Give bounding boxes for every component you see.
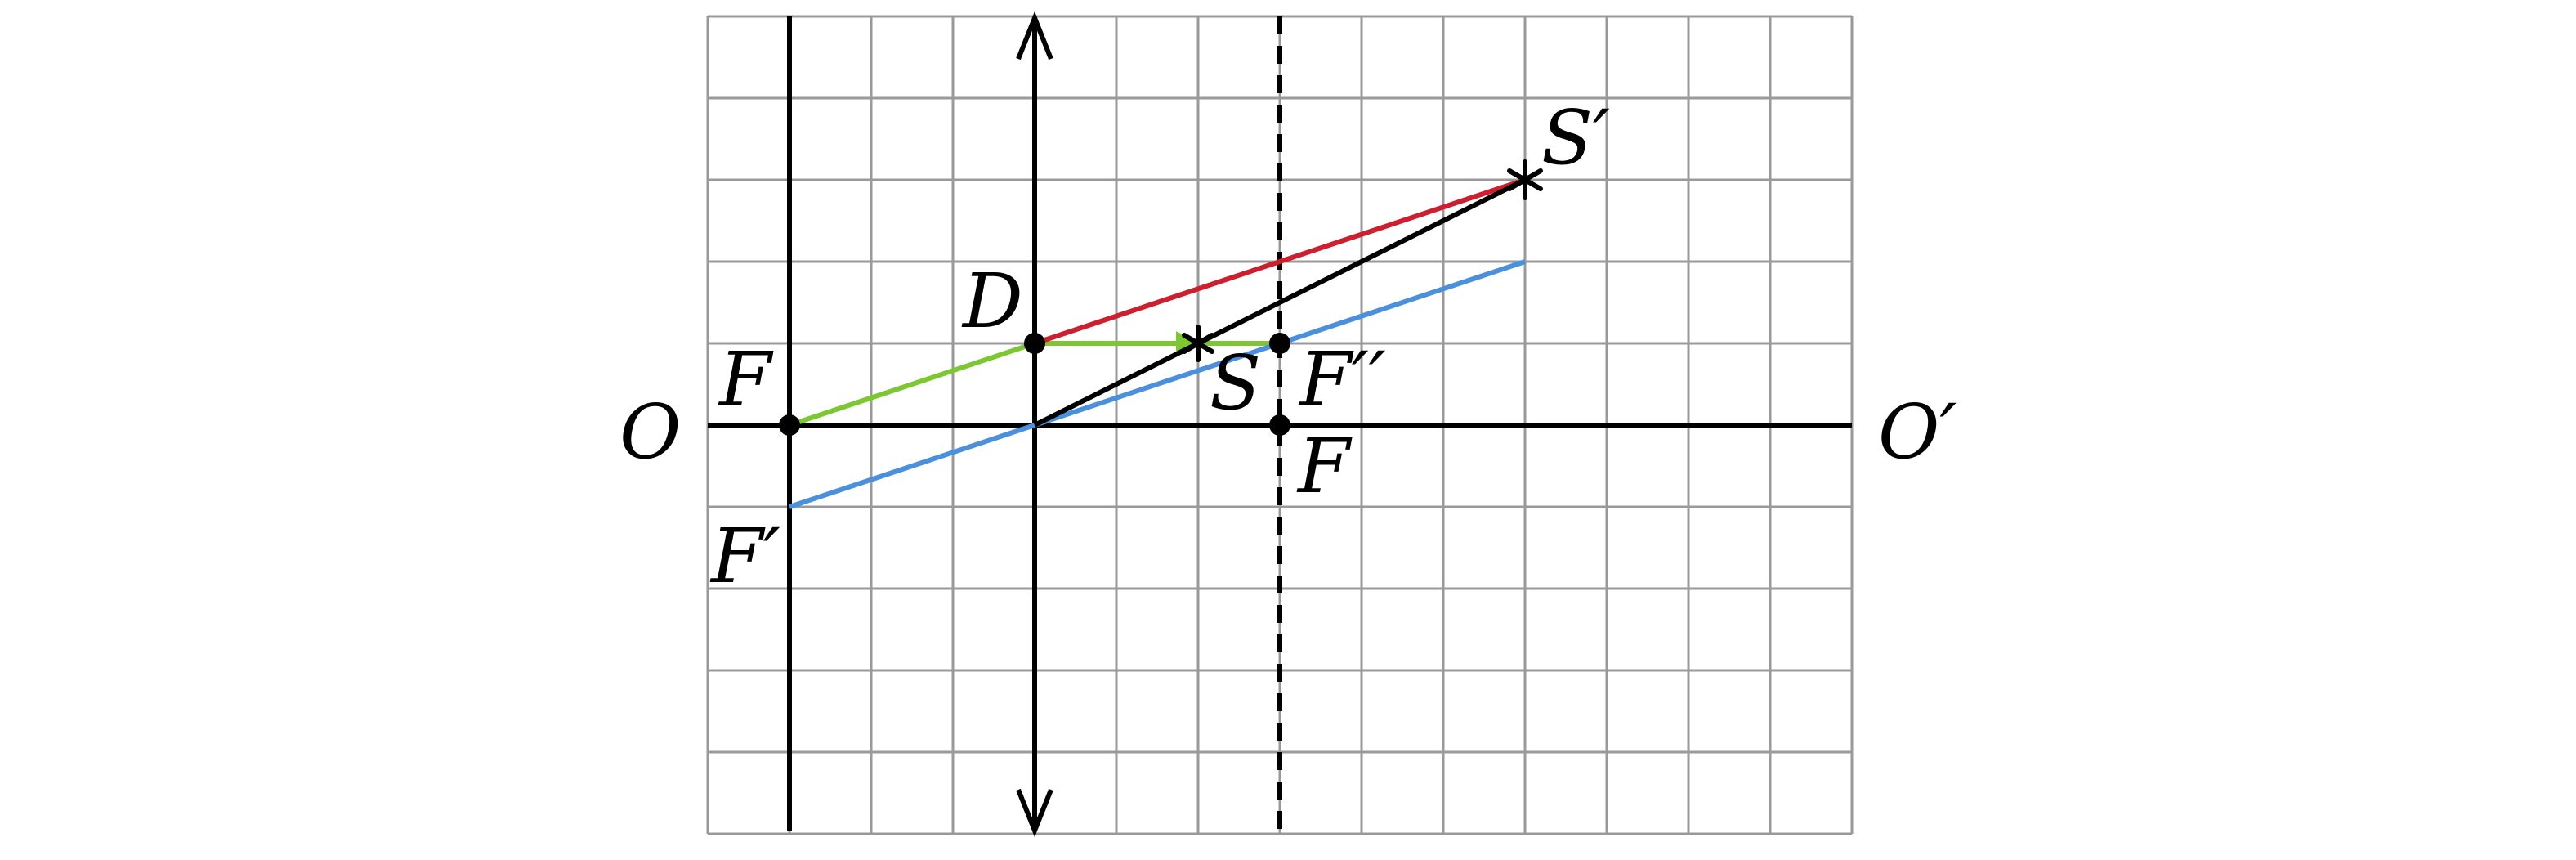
label-point-d: D (961, 258, 1023, 345)
label-image: S′ (1541, 94, 1610, 181)
label-source: S (1210, 339, 1261, 427)
label-axis-left: O (619, 388, 681, 476)
focus-right-point (1269, 414, 1290, 436)
point-d (1024, 333, 1045, 354)
label-focus-double-prime: F′′ (1298, 336, 1386, 423)
label-focus-prime: F′ (709, 513, 780, 600)
focus-left-point (779, 414, 800, 436)
label-axis-right: O′ (1878, 388, 1957, 476)
black-ray (1033, 177, 1527, 428)
label-focus-left: F (718, 336, 774, 423)
source-star-marker (1182, 325, 1214, 362)
focus-double-prime-point (1269, 333, 1290, 354)
blue-ray (789, 259, 1526, 509)
label-focus-right: F (1296, 423, 1353, 510)
image-star-marker (1507, 159, 1543, 200)
red-ray (1034, 177, 1526, 346)
green-ray-incident (789, 341, 1035, 428)
